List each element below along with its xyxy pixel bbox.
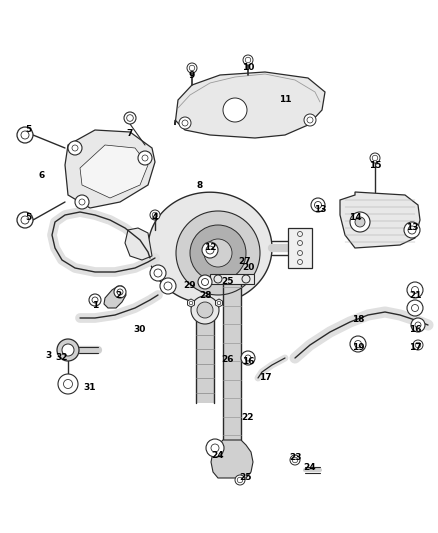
Circle shape: [179, 117, 191, 129]
Circle shape: [413, 340, 423, 350]
Circle shape: [350, 212, 370, 232]
Text: 31: 31: [84, 384, 96, 392]
Polygon shape: [65, 130, 155, 208]
Polygon shape: [215, 299, 223, 307]
Circle shape: [355, 217, 365, 227]
Circle shape: [190, 225, 246, 281]
Text: 13: 13: [314, 206, 326, 214]
Text: 26: 26: [222, 356, 234, 365]
Circle shape: [311, 198, 325, 212]
Circle shape: [202, 242, 218, 258]
Polygon shape: [288, 228, 312, 268]
Text: 11: 11: [279, 95, 291, 104]
Circle shape: [57, 339, 79, 361]
Text: 7: 7: [127, 128, 133, 138]
Text: 17: 17: [259, 374, 271, 383]
Circle shape: [197, 302, 213, 318]
Text: 27: 27: [239, 257, 251, 266]
Circle shape: [407, 300, 423, 316]
Text: 24: 24: [304, 464, 316, 472]
Text: 23: 23: [289, 454, 301, 463]
Text: 21: 21: [409, 290, 421, 300]
Circle shape: [407, 282, 423, 298]
Circle shape: [58, 374, 78, 394]
Text: 10: 10: [242, 63, 254, 72]
Text: 32: 32: [56, 353, 68, 362]
Text: 6: 6: [39, 171, 45, 180]
Polygon shape: [340, 192, 420, 248]
Circle shape: [206, 439, 224, 457]
Circle shape: [404, 222, 420, 238]
Circle shape: [204, 239, 232, 267]
Text: 20: 20: [242, 263, 254, 272]
Circle shape: [68, 141, 82, 155]
Text: 29: 29: [184, 280, 196, 289]
Polygon shape: [210, 274, 254, 284]
Circle shape: [241, 351, 255, 365]
Circle shape: [75, 195, 89, 209]
Text: 8: 8: [197, 181, 203, 190]
Text: 16: 16: [409, 326, 421, 335]
Text: 3: 3: [45, 351, 51, 359]
Circle shape: [150, 210, 160, 220]
Text: 25: 25: [222, 278, 234, 287]
Text: 2: 2: [115, 292, 121, 301]
Text: 12: 12: [204, 244, 216, 253]
Circle shape: [124, 112, 136, 124]
Circle shape: [176, 211, 260, 295]
Circle shape: [89, 294, 101, 306]
Text: 25: 25: [239, 473, 251, 482]
Circle shape: [198, 275, 212, 289]
Text: 22: 22: [242, 414, 254, 423]
Polygon shape: [187, 299, 194, 307]
Text: 13: 13: [406, 223, 418, 232]
Circle shape: [243, 55, 253, 65]
Text: 5: 5: [25, 214, 31, 222]
Text: 4: 4: [152, 214, 158, 222]
Circle shape: [138, 151, 152, 165]
Circle shape: [350, 336, 366, 352]
Polygon shape: [80, 145, 148, 198]
Text: 15: 15: [369, 160, 381, 169]
Polygon shape: [148, 192, 272, 304]
Circle shape: [17, 212, 33, 228]
Circle shape: [114, 286, 126, 298]
Polygon shape: [211, 440, 253, 478]
Circle shape: [223, 98, 247, 122]
Text: 16: 16: [242, 358, 254, 367]
Text: 30: 30: [134, 326, 146, 335]
Circle shape: [370, 153, 380, 163]
Polygon shape: [175, 72, 325, 138]
Circle shape: [304, 114, 316, 126]
Circle shape: [187, 63, 197, 73]
Text: 9: 9: [189, 70, 195, 79]
Circle shape: [160, 278, 176, 294]
Circle shape: [150, 265, 166, 281]
Circle shape: [191, 296, 219, 324]
Text: 17: 17: [409, 343, 421, 352]
Circle shape: [17, 127, 33, 143]
Circle shape: [411, 318, 425, 332]
Polygon shape: [196, 310, 214, 403]
Text: 1: 1: [92, 301, 98, 310]
Text: 5: 5: [25, 125, 31, 134]
Text: 14: 14: [349, 214, 361, 222]
Circle shape: [235, 475, 245, 485]
Polygon shape: [223, 282, 241, 440]
Polygon shape: [125, 228, 152, 260]
Circle shape: [62, 344, 74, 356]
Polygon shape: [104, 286, 126, 308]
Text: 18: 18: [352, 316, 364, 325]
Circle shape: [290, 455, 300, 465]
Text: 24: 24: [212, 450, 224, 459]
Text: 28: 28: [199, 290, 211, 300]
Text: 19: 19: [352, 343, 364, 352]
